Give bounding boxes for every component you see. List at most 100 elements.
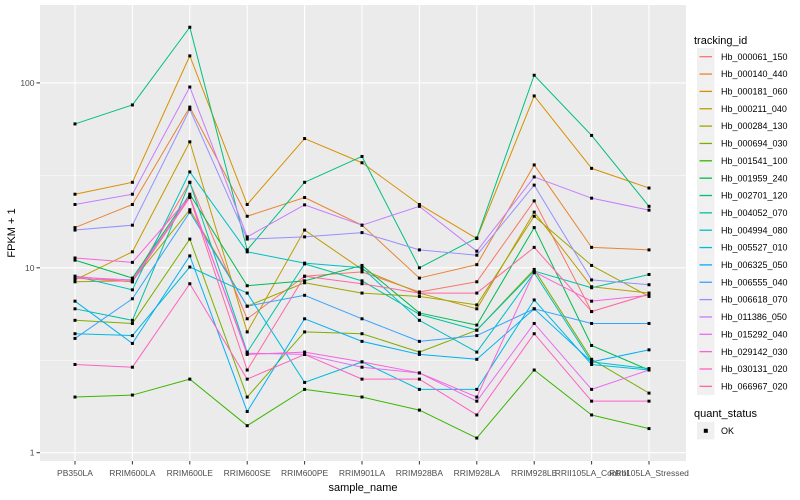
y-tick-label: 100 [20, 78, 34, 88]
x-tick-label: RRIM600LE [167, 468, 214, 478]
data-point [188, 208, 192, 212]
legend-item: Hb_000140_440 [697, 65, 788, 83]
x-tick-label: RRII105LA_Control [555, 468, 629, 478]
data-point [303, 281, 307, 285]
data-point [130, 192, 134, 196]
data-point [475, 263, 479, 267]
data-point [360, 223, 364, 227]
data-point [417, 276, 421, 280]
data-point [303, 387, 307, 391]
x-tick-label: RRIM928BA [396, 468, 444, 478]
data-point [245, 304, 249, 308]
data-point [303, 293, 307, 297]
data-point [647, 208, 651, 212]
data-point [360, 263, 364, 267]
data-point [188, 180, 192, 184]
data-point [73, 202, 77, 206]
data-point [590, 321, 594, 325]
data-point [475, 357, 479, 361]
data-point [590, 286, 594, 290]
data-point [303, 195, 307, 199]
legend-item-label: Hb_006555_040 [721, 277, 788, 287]
data-point [590, 196, 594, 200]
x-tick-label: RRIM928LA [454, 468, 501, 478]
legend-item-label: Hb_004994_080 [721, 225, 788, 235]
data-point [303, 235, 307, 239]
data-point [130, 318, 134, 322]
data-point [532, 226, 536, 230]
data-point [188, 254, 192, 258]
legend-item: Hb_002701_120 [697, 186, 788, 205]
data-point [590, 310, 594, 314]
legend-item-label: Hb_029142_030 [721, 347, 788, 357]
data-point [647, 399, 651, 403]
legend-item: Hb_000694_030 [697, 134, 788, 153]
data-point [245, 202, 249, 206]
data-point [73, 192, 77, 196]
data-point [360, 317, 364, 321]
data-point [647, 348, 651, 352]
data-point [245, 291, 249, 295]
data-point [417, 294, 421, 298]
data-point [417, 312, 421, 316]
data-point [245, 235, 249, 239]
data-point [360, 291, 364, 295]
data-point [360, 270, 364, 274]
data-point [303, 279, 307, 283]
data-point [647, 368, 651, 372]
data-point [360, 282, 364, 286]
legend-item-label: Hb_000140_440 [721, 69, 788, 79]
data-point [532, 307, 536, 311]
data-point [245, 284, 249, 288]
data-point [303, 350, 307, 354]
x-tick-label: PB350LA [57, 468, 93, 478]
x-tick-label: RRIM901LA [339, 468, 386, 478]
y-tick-label: 10 [25, 263, 35, 273]
data-point [73, 332, 77, 336]
data-point [188, 210, 192, 214]
data-point [130, 365, 134, 369]
y-axis-title: FPKM + 1 [6, 208, 18, 257]
data-point [532, 321, 536, 325]
data-point [130, 393, 134, 397]
legend-item: Hb_000211_040 [697, 100, 787, 118]
data-point [475, 307, 479, 311]
data-point [590, 399, 594, 403]
data-point [475, 436, 479, 440]
data-point [532, 73, 536, 77]
data-point [532, 210, 536, 214]
data-point [303, 203, 307, 207]
data-point [475, 387, 479, 391]
data-point [130, 103, 134, 107]
legend-item: Hb_005527_010 [697, 238, 788, 257]
legend-item: Hb_011386_050 [697, 308, 787, 326]
legend-item-label: Hb_006618_070 [721, 295, 788, 305]
data-point [188, 170, 192, 174]
data-point [532, 199, 536, 203]
data-point [130, 280, 134, 284]
data-point [188, 25, 192, 29]
data-point [245, 368, 249, 372]
legend-item-label: Hb_000284_130 [721, 121, 788, 131]
data-point [188, 54, 192, 58]
data-point [188, 140, 192, 144]
data-point [417, 266, 421, 270]
legend-item: Hb_004994_080 [697, 221, 788, 239]
legend-item-label: Hb_005527_010 [721, 243, 788, 253]
data-point [647, 391, 651, 395]
legend-item-label: Hb_001959_240 [721, 173, 788, 183]
data-point [130, 202, 134, 206]
x-tick-label: RRIM928LE [511, 468, 558, 478]
data-point [360, 395, 364, 399]
data-point [475, 334, 479, 338]
data-point [303, 228, 307, 232]
data-point [590, 360, 594, 364]
data-point [532, 94, 536, 98]
legend-item: Hb_015292_040 [697, 325, 788, 343]
data-point [245, 250, 249, 254]
legend-item-label: Hb_015292_040 [721, 329, 788, 339]
data-point [360, 267, 364, 271]
data-point [532, 298, 536, 302]
data-point [73, 226, 77, 230]
